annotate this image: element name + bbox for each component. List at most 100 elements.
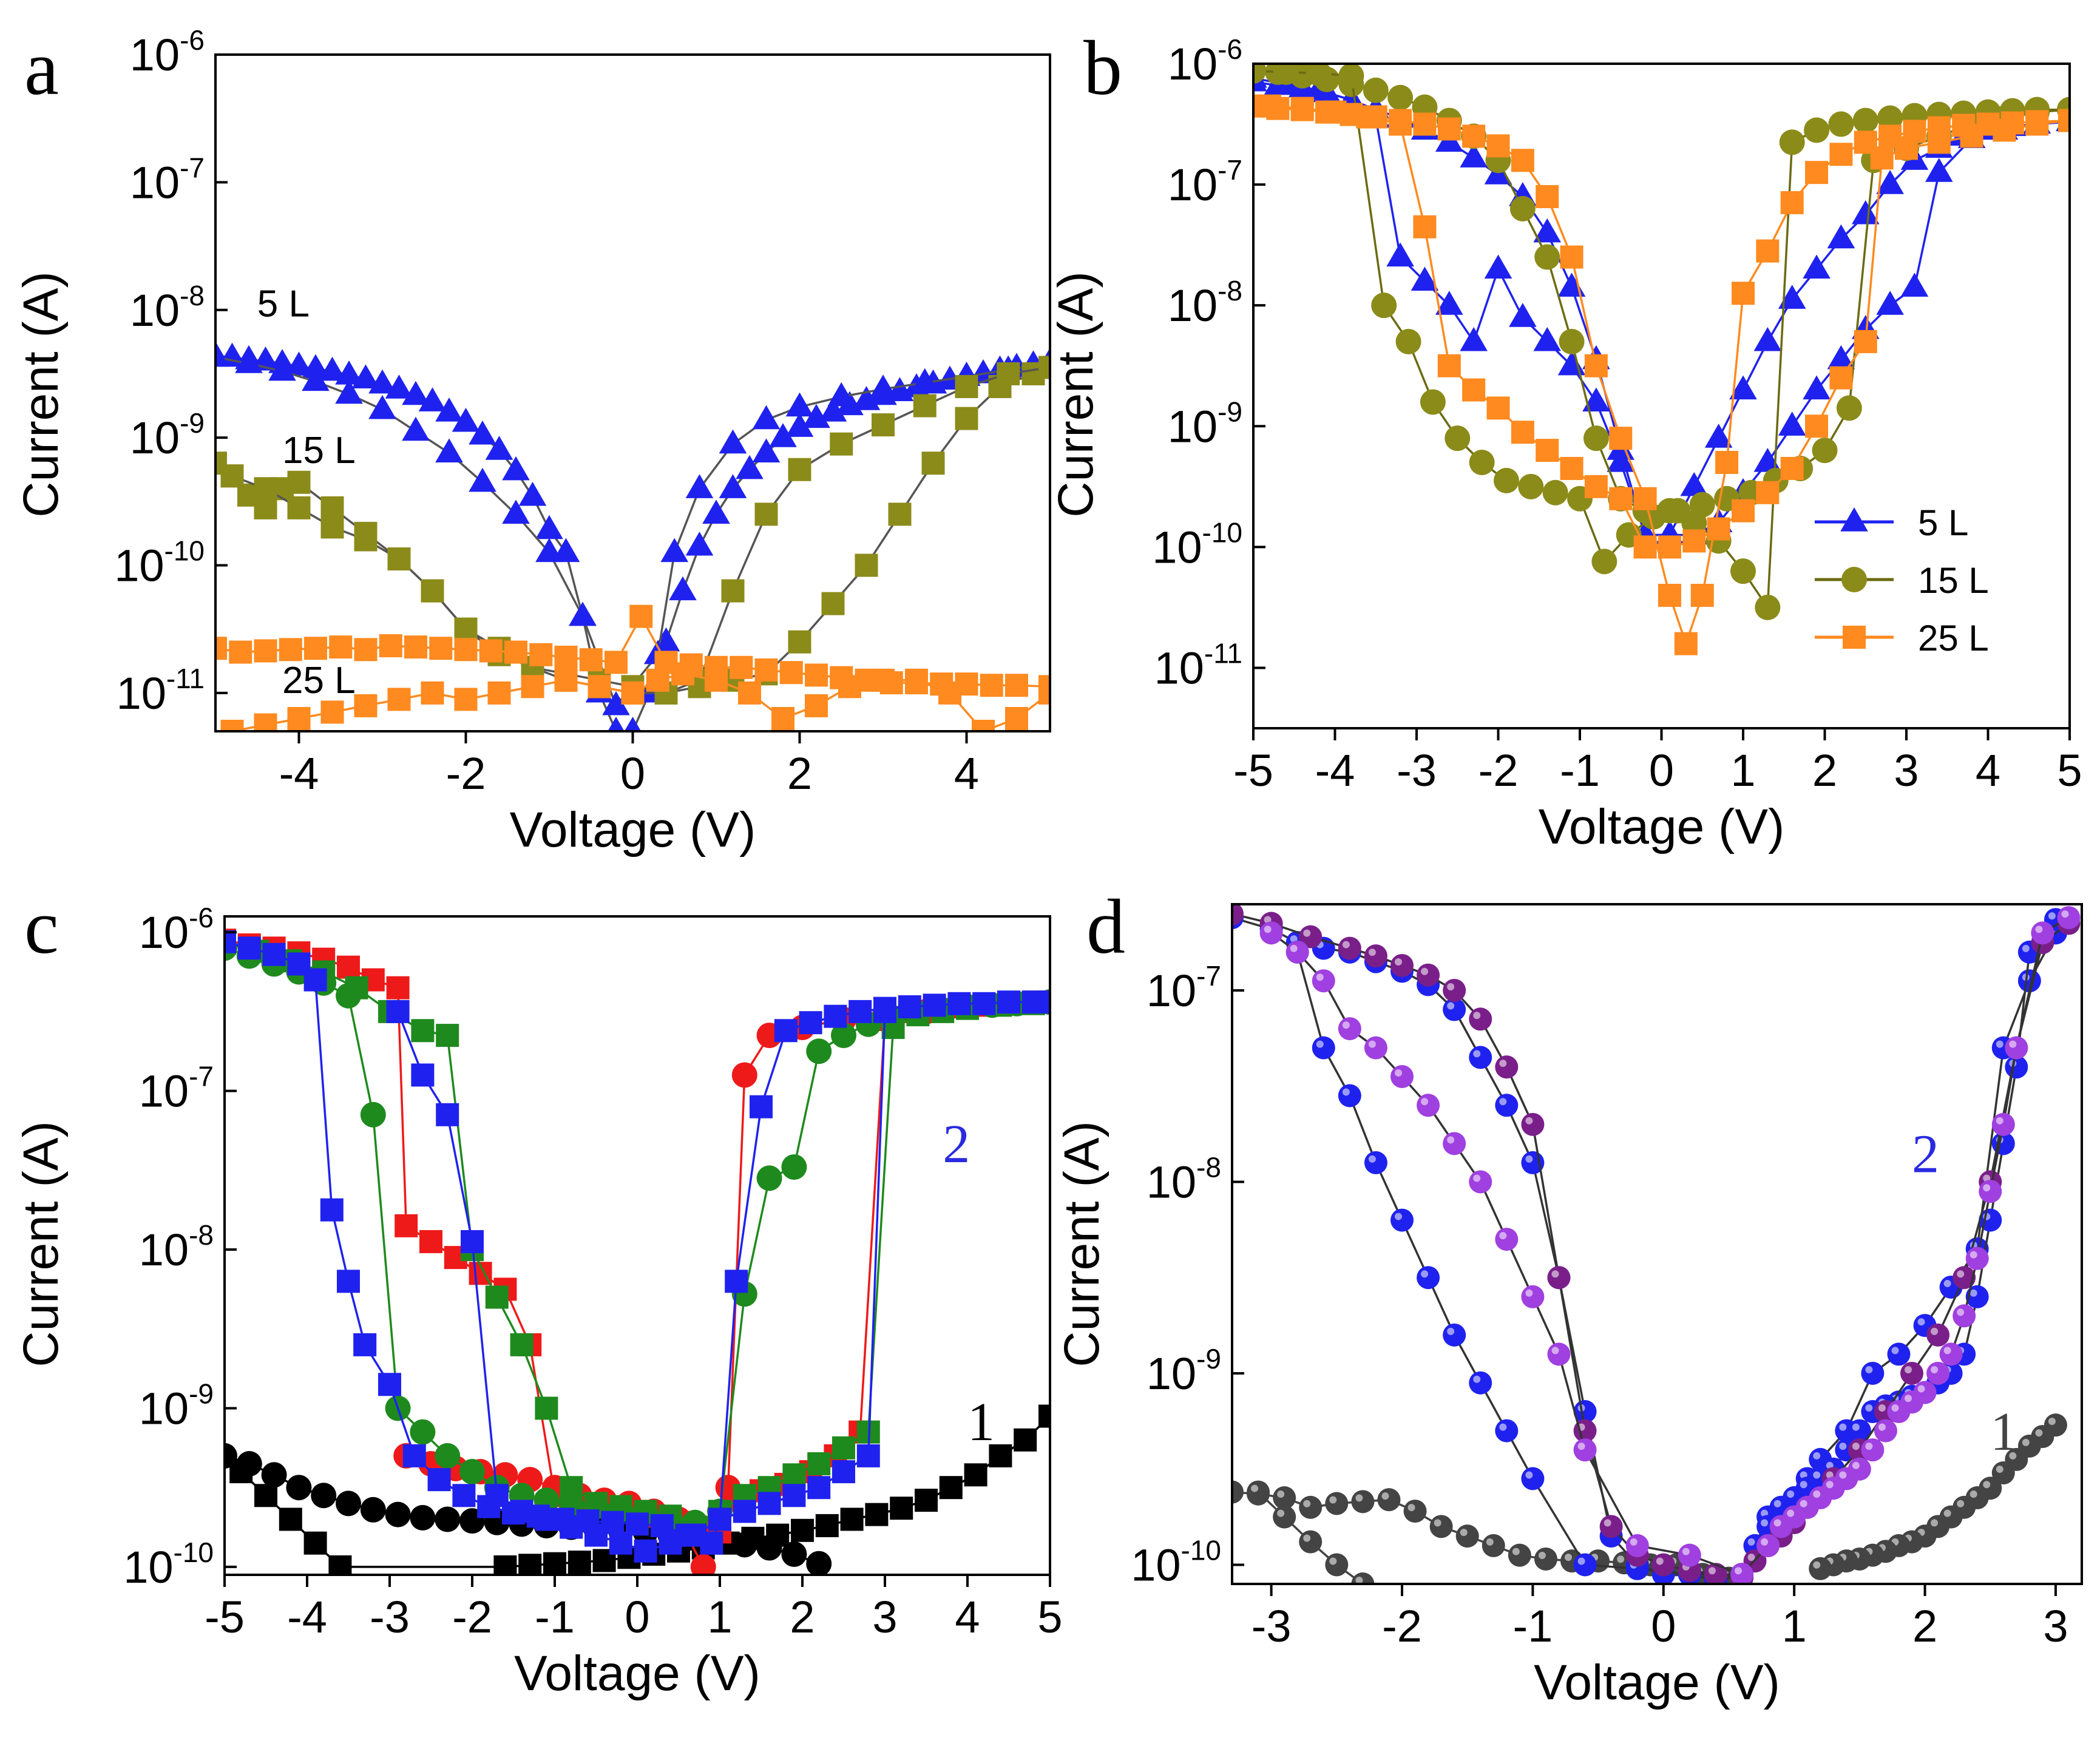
panel-d-series-4-point-30-highlight [1447,1327,1455,1335]
panel-b-series-3-point-29 [1273,64,1299,85]
panel-a-xtick-label-0: -4 [279,748,319,799]
panel-d-series-6-point-26 [1547,1342,1571,1366]
panel-c-series-1-point-9 [815,1514,839,1537]
panel-b-series-1-point-5 [1900,272,1929,297]
panel-b-series-2-point-22 [1779,129,1805,155]
panel-d-xtick-label-6: 3 [2043,1601,2068,1651]
panel-d-series-6-point-2-highlight [2009,1040,2017,1048]
panel-c-series-5-point-11 [535,1396,558,1420]
panel-c-series-4 [225,935,1050,1535]
panel-d-series-0-point-3 [1299,1495,1323,1519]
panel-b-series-0-point-26 [1876,170,1904,194]
panel-b-series-5-point-4 [1927,130,1951,154]
panel-a-series-5-point-21 [354,694,378,717]
panel-d-series-6-point-33 [1364,1036,1387,1060]
panel-d-series-6-point-28-highlight [1499,1232,1507,1240]
panel-a-series-0-point-16 [469,420,496,445]
panel-d-series-5-point-8-highlight [1473,1012,1481,1020]
panel-b-series-4-point-9 [1462,124,1486,148]
panel-a-series-5-point-17 [487,681,511,705]
panel-d-series-4-point-34-highlight [1342,1088,1350,1096]
panel-d-series-0-point-6 [1377,1488,1401,1512]
panel-c-series-6-point-30 [898,995,921,1019]
panel-a-series-1-point-3 [910,368,939,393]
panel-d-series-3-point-27 [1861,1361,1885,1385]
panel-b-x-axis-title: Voltage (V) [1539,799,1785,854]
panel-c-series-5-point-21 [782,1463,806,1487]
panel-d-series-1 [1809,1413,2067,1580]
panel-c-series-7-point-10 [634,1539,657,1563]
panel-b-series-3-point-25 [1395,328,1421,354]
panel-b-series-5-point-22 [1486,396,1510,420]
panel-a-series-0-point-8 [335,360,363,385]
panel-d-series-2-point-2-highlight [1303,1534,1311,1542]
panel-a-series-3-point-18 [387,547,411,570]
panel-d-series-2-point-1 [1273,1505,1296,1529]
panel-a-y-axis-title: Current (A) [13,271,69,518]
panel-c-series-6-point-8 [378,1373,401,1396]
panel-a-series-4-point-12 [504,640,527,664]
panel-a-series-1-point-13 [569,601,597,626]
panel-d-series-5-point-30-highlight [1983,1174,1991,1182]
panel-d-series-4-line [1296,919,2057,1575]
panel-a-series-4-point-15 [579,648,603,672]
panel-a-series-1-point-6 [785,392,814,417]
panel-c-xtick-label-9: 4 [955,1592,980,1642]
panel-b-series-4-point-11 [1511,149,1534,172]
panel-b-series-0-point-24 [1827,224,1855,249]
panel-d-series-6-point-30 [1443,1132,1466,1155]
panel-d-series-6-point-21 [1756,1534,1780,1557]
panel-c-series-0-point-3 [286,1475,312,1501]
panel-c-ytick-label-3: 10-7 [139,1061,214,1117]
panel-d-series-4-point-13-highlight [1865,1404,1873,1412]
panel-d-series-0-point-15-highlight [1617,1555,1625,1563]
panel-c-series-5-point-12 [560,1476,583,1500]
panel-d-series-0-point-4 [1325,1492,1349,1515]
panel-d-series-6-point-6 [1953,1304,1976,1328]
panel-b-xtick-label-9: 4 [1976,745,2000,796]
panel-a-series-3-point-20 [320,515,344,539]
panel-d-series-6-point-23-highlight [1682,1548,1690,1555]
panel-d-series-0-point-3-highlight [1303,1500,1311,1507]
panel-b-series-4-point-16 [1633,487,1657,510]
panel-d-series-1-point-18 [1809,1557,1832,1580]
panel-a-series-5-point-2 [972,720,995,731]
panel-d-series-4-point-35-highlight [1316,1040,1324,1048]
panel-b-series-1-point-9 [1803,375,1831,400]
panel-d-series-1-point-2-highlight [2022,1438,2030,1446]
panel-d-series-5-point-7 [1443,978,1466,1002]
panel-d-series-4-point-33 [1364,1151,1387,1174]
panel-d-series-6-point-20-highlight [1773,1519,1781,1527]
panel-d-series-5-point-15 [1651,1553,1675,1577]
panel-d-xtick-label-3: 0 [1651,1601,1676,1651]
panel-a-series-0-point-7 [318,356,347,381]
panel-a-series-3-point-2 [955,374,978,398]
panel-d-series-4-point-1-highlight [2022,944,2030,952]
panel-a-series-2-point-23 [888,502,912,526]
panel-c-xtick-label-3: -2 [452,1592,492,1642]
panel-b-series-2-point-23 [1804,117,1830,143]
panel-c-series-1-point-6 [890,1497,913,1520]
panel-c-series-4-point-22 [756,1165,782,1191]
panel-a-series-0-point-12 [402,381,430,405]
panel-d-series-0-point-10-highlight [1486,1538,1494,1546]
panel-b-series-5-point-29 [1290,96,1314,120]
panel-d-series-6-point-24-highlight [1630,1538,1638,1546]
panel-b-series-5-point-17 [1609,487,1633,510]
panel-d-series-3-line [1232,916,2057,1582]
panel-a-series-0-point-35 [785,413,814,437]
panel-c-series-6-point-31 [923,993,946,1017]
panel-d-series-6-point-25-highlight [1577,1443,1585,1450]
panel-b-series-4-point-15 [1609,427,1633,450]
panel-c-series-1-point-3 [964,1463,987,1487]
panel-c-series-1-point-23 [328,1555,352,1575]
panel-a-series-0-point-5 [285,351,313,376]
panel-a-series-5-point-10 [705,668,728,692]
panel-d-series-4-point-26-highlight [1577,1557,1585,1565]
panel-b-ytick-label-2: 10-9 [1168,396,1242,452]
panel-d-series-6-point-12 [1874,1419,1897,1443]
panel-d-series-5-point-19-highlight [1747,1554,1755,1561]
panel-a-series-5-point-16 [521,675,544,699]
panel-d-series-6-point-32-highlight [1395,1069,1402,1077]
